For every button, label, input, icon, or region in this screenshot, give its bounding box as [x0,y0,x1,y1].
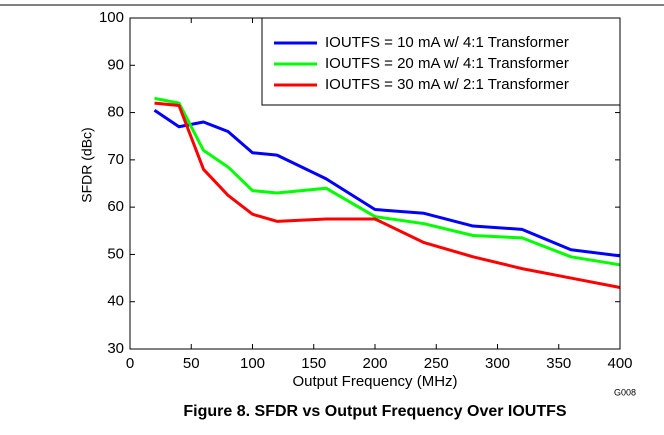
series-line [154,101,621,290]
series-line [154,96,621,267]
x-tick-label: 400 [607,355,632,372]
x-tick-label: 100 [240,355,265,372]
y-tick-label: 90 [107,56,124,73]
x-tick-label: 0 [126,355,134,372]
y-tick-label: 80 [107,104,124,121]
x-tick-label: 250 [424,355,449,372]
y-tick-label: 60 [107,198,124,215]
x-tick-label: 50 [183,355,200,372]
x-tick-label: 200 [362,355,387,372]
x-tick-label: 350 [546,355,571,372]
y-tick-label: 70 [107,151,124,168]
x-axis-label: Output Frequency (MHz) [292,373,457,390]
legend-label: IOUTFS = 10 mA w/ 4:1 Transformer [325,34,569,51]
x-tick-label: 150 [301,355,326,372]
legend-label: IOUTFS = 30 mA w/ 2:1 Transformer [325,76,569,93]
legend-label: IOUTFS = 20 mA w/ 4:1 Transformer [325,55,569,72]
y-tick-label: 40 [107,293,124,310]
y-axis-label: SFDR (dBc) [79,127,95,202]
y-tick-label: 100 [99,9,124,26]
y-tick-label: 50 [107,245,124,262]
figure-code: G008 [614,387,636,397]
y-tick-label: 30 [107,340,124,357]
chart-title: Figure 8. SFDR vs Output Frequency Over … [183,403,567,420]
series-line [153,108,621,258]
legend-box [261,17,621,106]
x-tick-label: 300 [485,355,510,372]
